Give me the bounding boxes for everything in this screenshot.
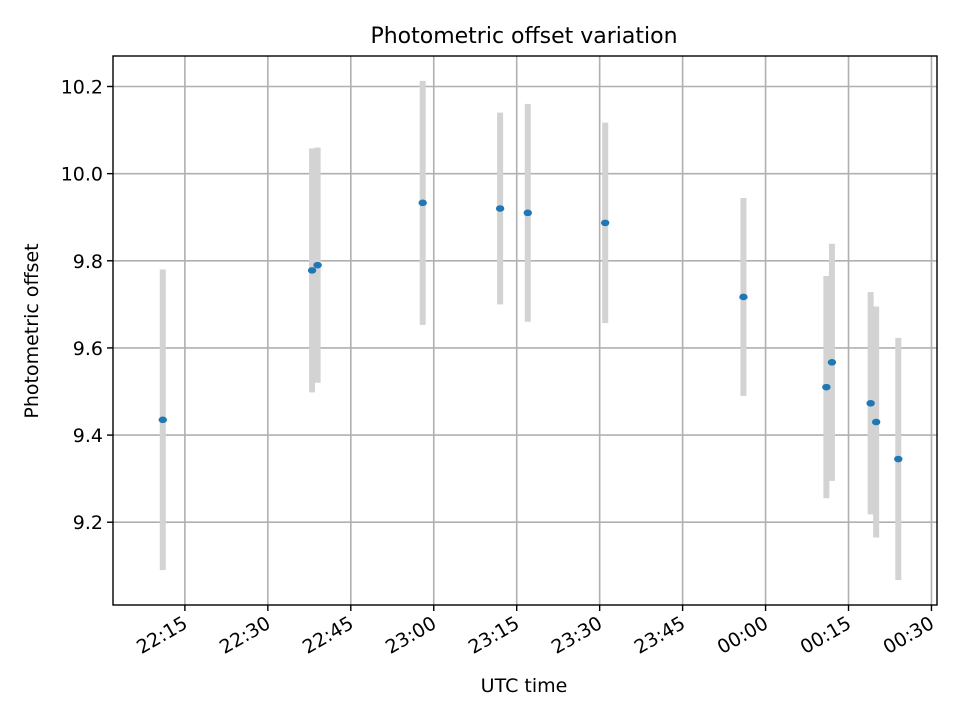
data-point [523,209,532,217]
data-point [822,383,831,391]
data-point [307,267,317,274]
x-axis-ticks: 22:15 22:30 22:45 23:00 23:15 23:30 23:45 00:00… [133,605,938,659]
y-tick-label: 9.2 [73,512,103,534]
y-tick-label: 9.4 [73,425,103,447]
y-tick-label: 10.0 [61,164,103,186]
data-point [158,416,167,424]
error-bars [159,80,902,581]
data-point [827,359,837,366]
x-tick-label: 22:45 [299,612,357,658]
x-tick-label: 00:00 [714,612,772,658]
x-tick-label: 00:15 [797,612,855,658]
x-tick-label: 23:45 [631,612,689,658]
x-tick-label: 00:30 [880,612,938,658]
x-tick-label: 23:30 [548,612,606,658]
data-point [866,399,875,407]
plot-frame [112,55,938,606]
data-point [894,455,903,463]
x-tick-label: 22:30 [216,612,274,658]
data-point [418,199,427,207]
x-axis-label: UTC time [481,675,568,697]
y-tick-label: 10.2 [61,77,103,99]
data-point [871,418,881,426]
data-point [495,205,505,212]
data-point [600,219,610,227]
x-tick-label: 23:15 [465,612,523,658]
data-points [158,199,903,463]
y-tick-label: 9.8 [73,251,103,273]
chart-title: Photometric offset variation [370,24,677,49]
y-tick-label: 9.6 [73,338,103,360]
x-tick-label: 23:00 [382,612,440,658]
y-axis-label: Photometric offset [21,243,43,418]
x-tick-label: 22:15 [133,612,191,658]
y-axis-ticks: 9.2 9.4 9.6 9.8 10.0 10.2 [61,77,113,534]
data-point [739,293,748,301]
data-point [313,261,322,269]
